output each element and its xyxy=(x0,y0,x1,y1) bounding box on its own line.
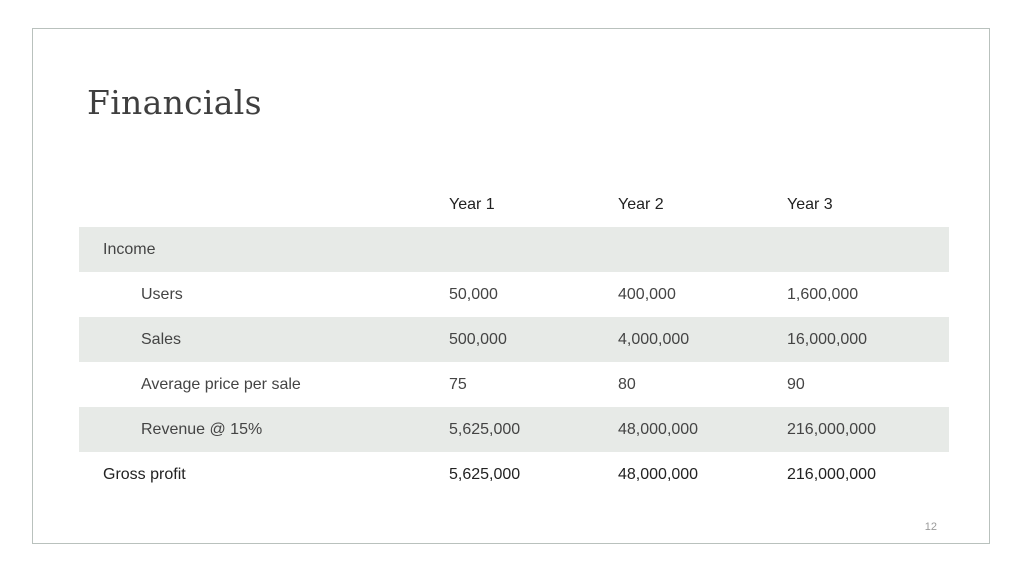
table-cell: 16,000,000 xyxy=(787,331,868,348)
row-label: Gross profit xyxy=(103,466,186,483)
table-cell: 500,000 xyxy=(449,331,507,348)
row-label: Users xyxy=(141,286,183,303)
column-header-year-2: Year 2 xyxy=(618,196,664,213)
slide: Financials Year 1 Year 2 Year 3 Income U… xyxy=(32,28,990,544)
financials-table: Year 1 Year 2 Year 3 Income Users 50,000… xyxy=(79,182,949,497)
table-cell: 48,000,000 xyxy=(618,421,699,438)
table-cell: 48,000,000 xyxy=(618,466,699,483)
column-header-year-1: Year 1 xyxy=(449,196,495,213)
table-row-sales: Sales 500,000 4,000,000 16,000,000 xyxy=(79,317,949,362)
table-cell: 90 xyxy=(787,376,805,393)
row-label: Revenue @ 15% xyxy=(141,421,263,438)
table-cell: 80 xyxy=(618,376,636,393)
table-row-revenue: Revenue @ 15% 5,625,000 48,000,000 216,0… xyxy=(79,407,949,452)
table-cell: 400,000 xyxy=(618,286,676,303)
table-cell: 216,000,000 xyxy=(787,421,876,438)
row-label: Average price per sale xyxy=(141,376,301,393)
table-row-gross-profit: Gross profit 5,625,000 48,000,000 216,00… xyxy=(79,452,949,497)
table-row-average-price: Average price per sale 75 80 90 xyxy=(79,362,949,407)
table-cell: 75 xyxy=(449,376,467,393)
column-header-year-3: Year 3 xyxy=(787,196,833,213)
row-label: Sales xyxy=(141,331,182,348)
table-cell: 4,000,000 xyxy=(618,331,690,348)
page-number: 12 xyxy=(924,521,937,533)
row-label: Income xyxy=(103,241,156,258)
table-cell: 50,000 xyxy=(449,286,498,303)
table-cell: 5,625,000 xyxy=(449,466,521,483)
slide-title: Financials xyxy=(87,83,262,122)
table-cell: 216,000,000 xyxy=(787,466,876,483)
table-row-income: Income xyxy=(79,227,949,272)
table-row-users: Users 50,000 400,000 1,600,000 xyxy=(79,272,949,317)
table-cell: 1,600,000 xyxy=(787,286,859,303)
table-header-row: Year 1 Year 2 Year 3 xyxy=(79,182,949,227)
table-cell: 5,625,000 xyxy=(449,421,521,438)
